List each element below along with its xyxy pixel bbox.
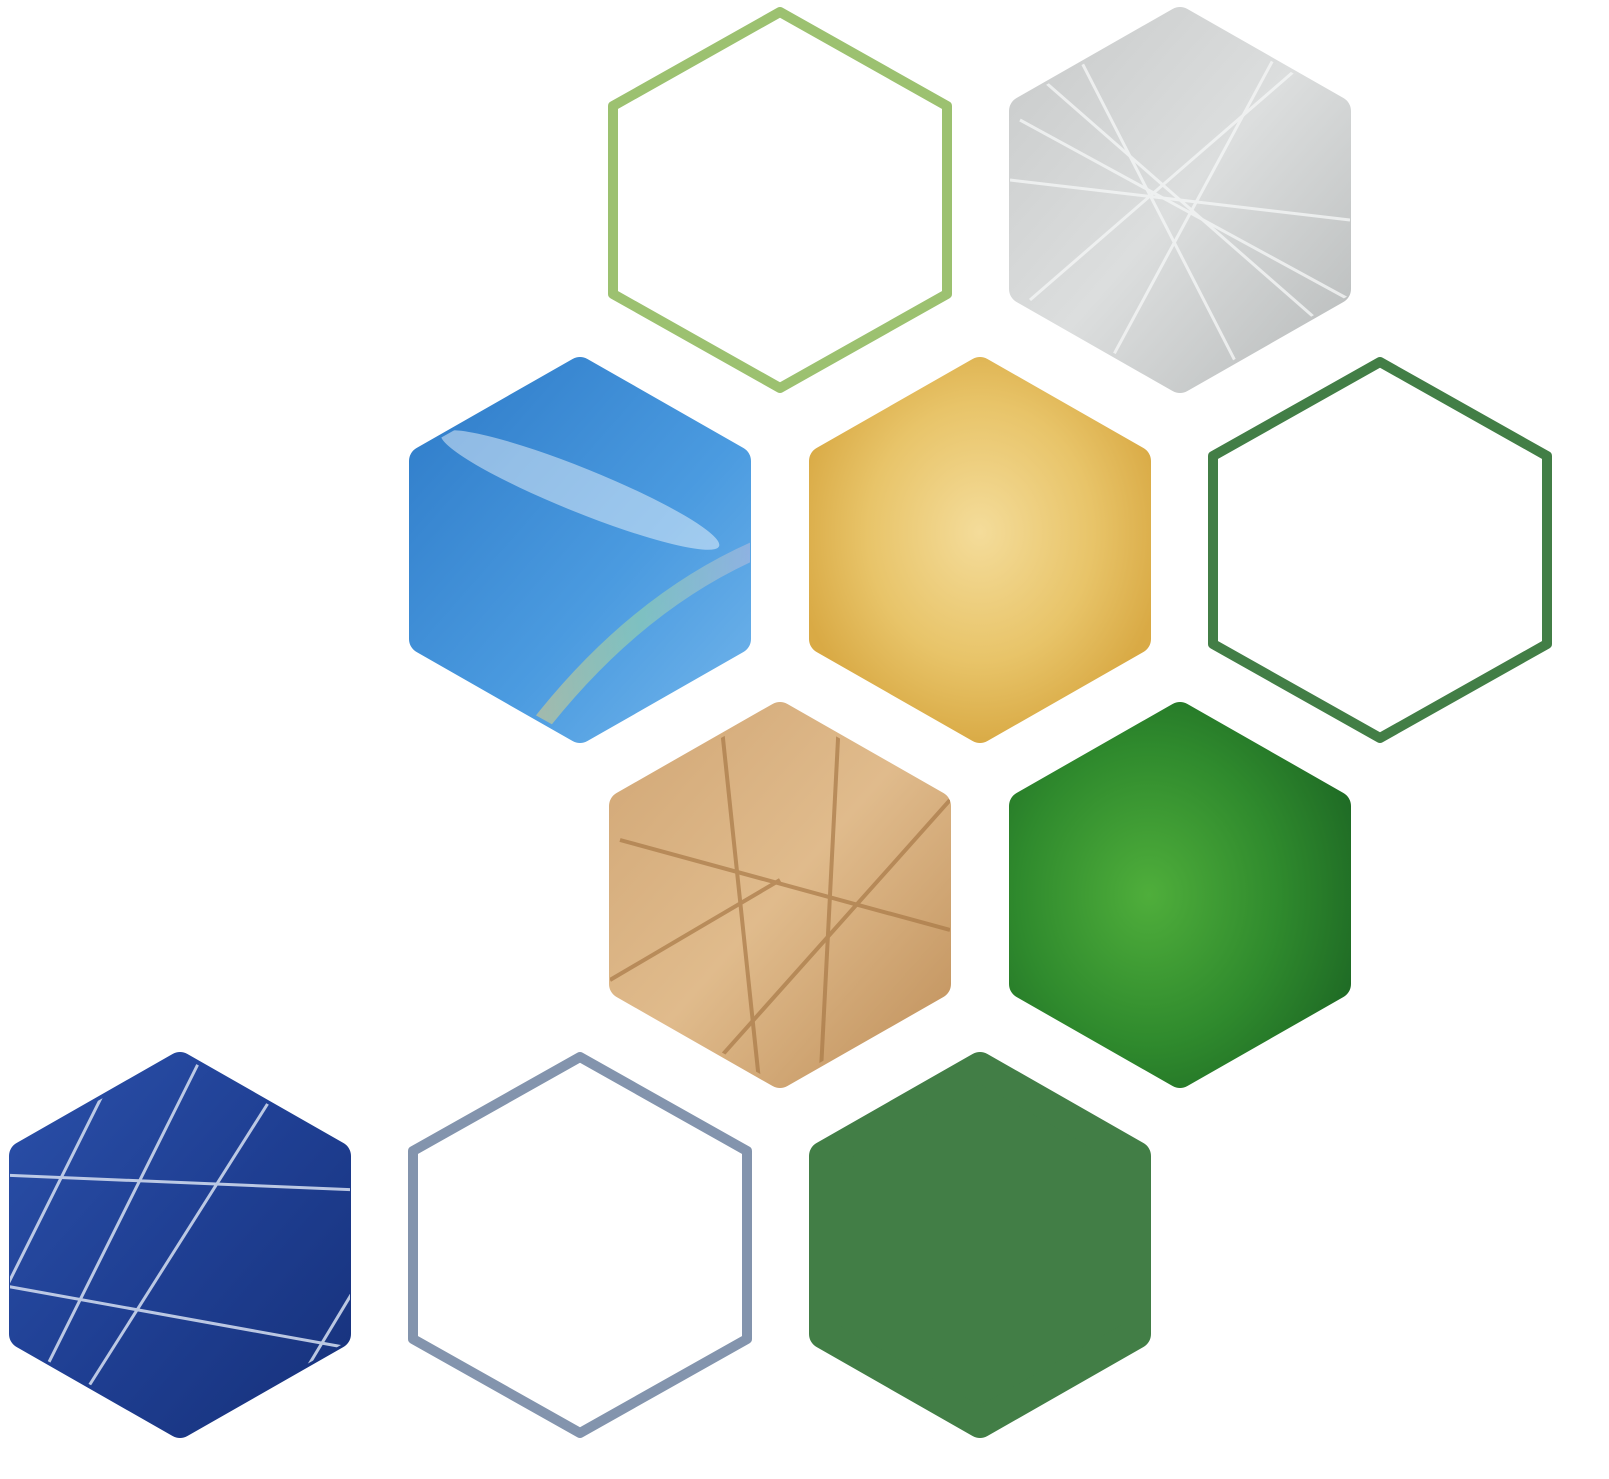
green-hexagon	[809, 1052, 1151, 1438]
forest-hexagon	[1009, 702, 1351, 1088]
outline-hexagon	[408, 1052, 752, 1438]
outline-hexagon	[1208, 357, 1552, 743]
sky-hexagon	[409, 357, 751, 743]
wood-hexagon	[609, 702, 951, 1088]
solar-hexagon	[9, 1052, 351, 1438]
fiberglass-texture	[1010, 10, 1350, 390]
wood-texture	[610, 705, 950, 1085]
outline-hexagon	[608, 7, 952, 393]
wool-hexagon	[809, 357, 1151, 743]
